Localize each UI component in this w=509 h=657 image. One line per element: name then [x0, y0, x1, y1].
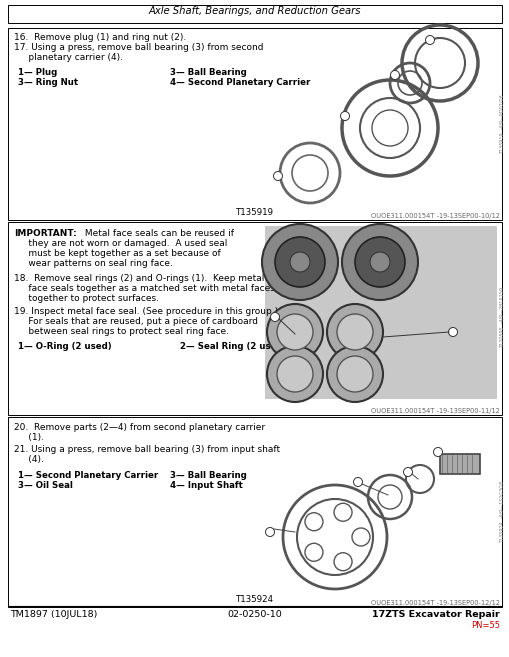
Text: 1— Second Planetary Carrier: 1— Second Planetary Carrier: [18, 471, 158, 480]
Text: 17ZTS Excavator Repair: 17ZTS Excavator Repair: [372, 610, 499, 619]
Text: 1— O-Ring (2 used): 1— O-Ring (2 used): [18, 342, 111, 351]
Bar: [8, 5, 501, 23]
Bar: [8, 28, 501, 220]
Circle shape: [342, 224, 417, 300]
Text: planetary carrier (4).: planetary carrier (4).: [14, 53, 123, 62]
Text: (4).: (4).: [14, 455, 44, 464]
Circle shape: [267, 346, 322, 402]
Circle shape: [326, 346, 382, 402]
Circle shape: [447, 327, 457, 336]
Circle shape: [425, 35, 434, 45]
Text: 1: 1: [275, 174, 279, 179]
Text: IMPORTANT:: IMPORTANT:: [14, 229, 76, 238]
Text: 18.  Remove seal rings (2) and O-rings (1).  Keep metal: 18. Remove seal rings (2) and O-rings (1…: [14, 274, 264, 283]
Circle shape: [262, 224, 337, 300]
Circle shape: [336, 314, 372, 350]
Text: between seal rings to protect seal ring face.: between seal rings to protect seal ring …: [14, 327, 229, 336]
Text: 19. Inspect metal face seal. (See procedure in this group.): 19. Inspect metal face seal. (See proced…: [14, 307, 277, 316]
Text: 3— Oil Seal: 3— Oil Seal: [18, 481, 73, 490]
Text: 4— Input Shaft: 4— Input Shaft: [169, 481, 242, 490]
Text: T120595  -4/9—281X159: T120595 -4/9—281X159: [498, 288, 503, 348]
Circle shape: [326, 304, 382, 360]
Text: 02-0250-10: 02-0250-10: [227, 610, 282, 619]
Bar: [8, 222, 501, 415]
Circle shape: [353, 478, 362, 486]
Text: 3: 3: [405, 470, 409, 475]
Text: 4: 4: [435, 450, 439, 455]
Text: (1).: (1).: [14, 433, 44, 442]
Circle shape: [265, 528, 274, 537]
Circle shape: [433, 447, 442, 457]
Text: T135919  -4/9—PD02/08: T135919 -4/9—PD02/08: [498, 94, 503, 154]
Text: 3— Ring Nut: 3— Ring Nut: [18, 78, 78, 87]
Text: 2— Seal Ring (2 used): 2— Seal Ring (2 used): [180, 342, 286, 351]
Text: 2: 2: [343, 114, 346, 119]
Circle shape: [390, 70, 399, 79]
Circle shape: [276, 356, 313, 392]
Text: 3— Ball Bearing: 3— Ball Bearing: [169, 471, 246, 480]
Text: OUOE311.000154T -19-13SEP00-12/12: OUOE311.000154T -19-13SEP00-12/12: [370, 600, 499, 606]
Text: OUOE311.000154T -19-13SEP00-10/12: OUOE311.000154T -19-13SEP00-10/12: [370, 213, 499, 219]
Bar: [254, 421, 496, 589]
Text: PN=55: PN=55: [470, 621, 499, 630]
Text: 1— Plug: 1— Plug: [18, 68, 57, 77]
Text: 3— Ball Bearing: 3— Ball Bearing: [169, 68, 246, 77]
Bar: [8, 417, 501, 607]
Bar: [439, 454, 479, 474]
Circle shape: [403, 468, 412, 476]
Text: TM1897 (10JUL18): TM1897 (10JUL18): [10, 610, 97, 619]
Circle shape: [270, 313, 279, 321]
Circle shape: [273, 171, 282, 181]
Text: 1: 1: [268, 530, 271, 535]
Text: Axle Shaft, Bearings, and Reduction Gears: Axle Shaft, Bearings, and Reduction Gear…: [149, 6, 360, 16]
Text: must be kept together as a set because of: must be kept together as a set because o…: [14, 249, 220, 258]
Circle shape: [267, 304, 322, 360]
Circle shape: [290, 252, 309, 272]
Text: Metal face seals can be reused if: Metal face seals can be reused if: [82, 229, 234, 238]
Circle shape: [274, 237, 324, 287]
Text: 16.  Remove plug (1) and ring nut (2).: 16. Remove plug (1) and ring nut (2).: [14, 33, 186, 42]
Circle shape: [369, 252, 389, 272]
Circle shape: [276, 314, 313, 350]
Text: they are not worn or damaged.  A used seal: they are not worn or damaged. A used sea…: [14, 239, 227, 248]
Bar: [265, 226, 496, 399]
Text: T135919: T135919: [236, 208, 273, 217]
Circle shape: [354, 237, 404, 287]
Text: 17. Using a press, remove ball bearing (3) from second: 17. Using a press, remove ball bearing (…: [14, 43, 263, 52]
Bar: [265, 31, 496, 201]
Text: 2: 2: [450, 330, 454, 335]
Text: 2: 2: [355, 480, 359, 485]
Circle shape: [340, 112, 349, 120]
Text: T135924: T135924: [236, 595, 273, 604]
Text: For seals that are reused, put a piece of cardboard: For seals that are reused, put a piece o…: [14, 317, 258, 326]
Text: wear patterns on seal ring face.: wear patterns on seal ring face.: [14, 259, 173, 268]
Text: 3: 3: [392, 73, 396, 78]
Text: 4— Second Planetary Carrier: 4— Second Planetary Carrier: [169, 78, 310, 87]
Text: 4: 4: [427, 38, 431, 43]
Text: 1: 1: [272, 315, 276, 320]
Text: 21. Using a press, remove ball bearing (3) from input shaft: 21. Using a press, remove ball bearing (…: [14, 445, 279, 454]
Circle shape: [336, 356, 372, 392]
Text: OUOE311.000154T -19-13SEP00-11/12: OUOE311.000154T -19-13SEP00-11/12: [371, 408, 499, 414]
Text: T135924  -4/9—1S2G3G8: T135924 -4/9—1S2G3G8: [498, 481, 503, 543]
Text: together to protect surfaces.: together to protect surfaces.: [14, 294, 159, 303]
Text: face seals together as a matched set with metal faces: face seals together as a matched set wit…: [14, 284, 274, 293]
Text: 20.  Remove parts (2—4) from second planetary carrier: 20. Remove parts (2—4) from second plane…: [14, 423, 265, 432]
